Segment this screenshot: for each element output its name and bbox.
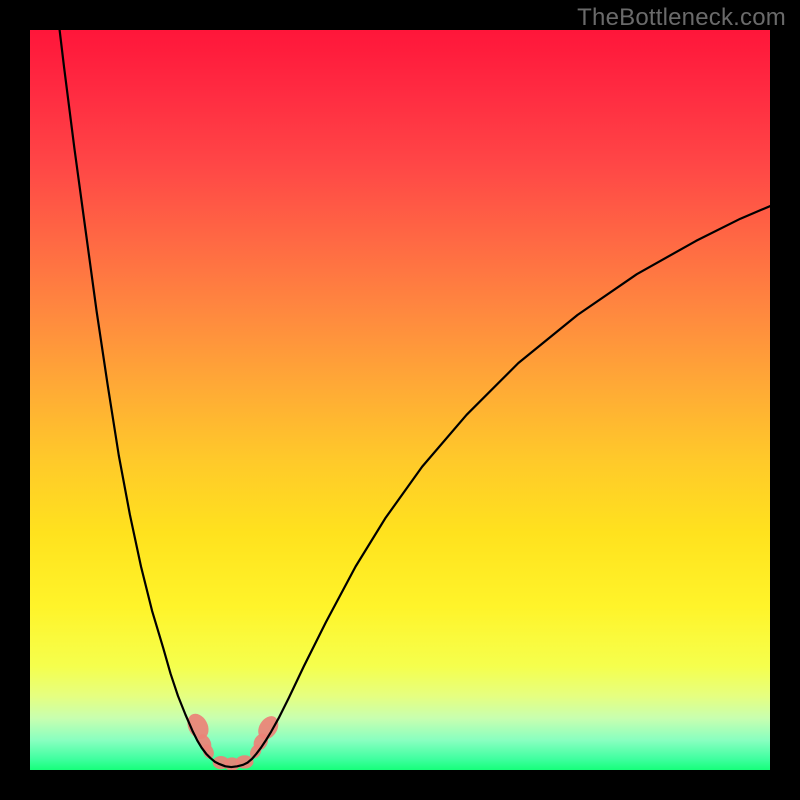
watermark-text: TheBottleneck.com [577,4,786,32]
curve-layer [30,30,770,770]
bottleneck-curve [60,30,770,767]
marker-blob [248,743,264,761]
marker-blobs [183,710,282,770]
marker-blob [251,731,271,753]
marker-blob [254,712,282,743]
marker-blob [195,732,214,753]
marker-blob [201,743,216,761]
marker-blob [236,755,254,768]
plot-area [30,30,770,770]
marker-blob [213,756,229,769]
marker-blob [224,757,240,770]
marker-blob [183,710,212,743]
